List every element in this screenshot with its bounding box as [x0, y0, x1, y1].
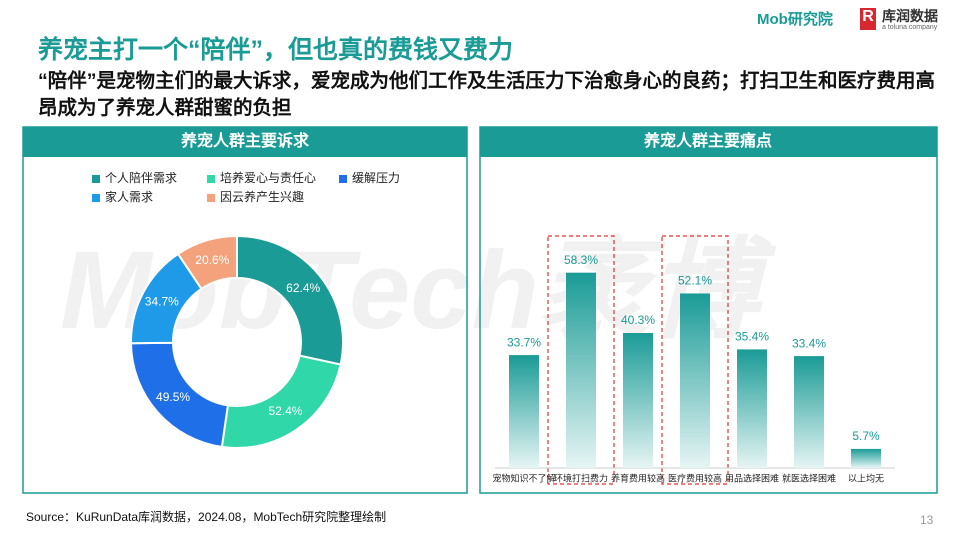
logo-kurun-sub: a toluna company	[882, 24, 938, 31]
data-label: 35.4%	[735, 330, 769, 344]
title: 养宠主打一个“陪伴”，但也真的费钱又费力	[38, 36, 514, 64]
page-number: 13	[920, 513, 934, 527]
data-label: 5.7%	[852, 429, 880, 443]
data-label: 58.3%	[564, 253, 598, 267]
logo-kurun: 库润数据	[882, 8, 938, 24]
x-tick-label: 环境打扫费力	[554, 472, 608, 483]
bar	[623, 332, 653, 468]
legend-swatch	[339, 175, 347, 183]
legend-swatch	[207, 175, 215, 183]
x-tick-label: 宠物知识不了解	[492, 472, 555, 483]
donut-slice	[176, 234, 238, 291]
legend-swatch	[92, 175, 100, 183]
data-label: 52.1%	[678, 274, 712, 288]
data-label: 34.7%	[145, 295, 179, 309]
x-tick-label: 养育费用较高	[611, 472, 665, 483]
x-tick-label: 用品选择困难	[725, 472, 779, 483]
bar	[851, 448, 881, 468]
bar-chart: 33.7% 宠物知识不了解 58.3% 环境打扫费力 40.3% 养育费用较高 52.1% 医…	[492, 235, 895, 485]
legend-swatch	[92, 194, 100, 202]
bar	[794, 356, 824, 468]
data-label: 49.5%	[156, 390, 190, 404]
x-tick-label: 以上均无	[848, 472, 884, 483]
highlight-box	[661, 235, 729, 485]
left-panel-header	[23, 127, 467, 157]
source: Source：KuRunData库润数据，2024.08，MobTech研究院整…	[26, 510, 387, 524]
bar	[680, 293, 710, 468]
logo-mob: Mob研究院	[757, 11, 833, 28]
legend-swatch	[207, 194, 215, 202]
bar	[737, 349, 767, 468]
logo-icon: R	[860, 8, 876, 30]
bar-title: 养宠人群主要痛点	[643, 131, 772, 150]
data-label: 52.4%	[268, 404, 302, 418]
x-tick-label: 医疗费用较高	[668, 472, 722, 483]
bar	[509, 355, 539, 468]
donut-slice	[220, 354, 342, 449]
data-label: 33.4%	[792, 336, 826, 350]
right-panel-header	[480, 127, 937, 157]
donut-title: 养宠人群主要诉求	[180, 131, 310, 150]
subtitle: “陪伴”是宠物主们的最大诉求，爱宠成为他们工作及生活压力下治愈身心的良药；打扫卫…	[38, 70, 936, 119]
legend-label: 个人陪伴需求	[105, 170, 177, 185]
x-tick-label: 就医选择困难	[782, 472, 836, 483]
data-label: 33.7%	[507, 335, 541, 349]
bar	[566, 272, 596, 468]
donut-slice	[236, 234, 344, 366]
data-label: 62.4%	[286, 281, 320, 295]
legend-label: 培养爱心与责任心	[220, 170, 316, 185]
legend-label: 因云养产生兴趣	[220, 189, 304, 204]
data-label: 20.6%	[195, 253, 229, 267]
data-label: 40.3%	[621, 313, 655, 327]
legend-label: 家人需求	[105, 189, 153, 204]
legend-label: 缓解压力	[352, 171, 400, 185]
highlight-box	[547, 235, 615, 485]
